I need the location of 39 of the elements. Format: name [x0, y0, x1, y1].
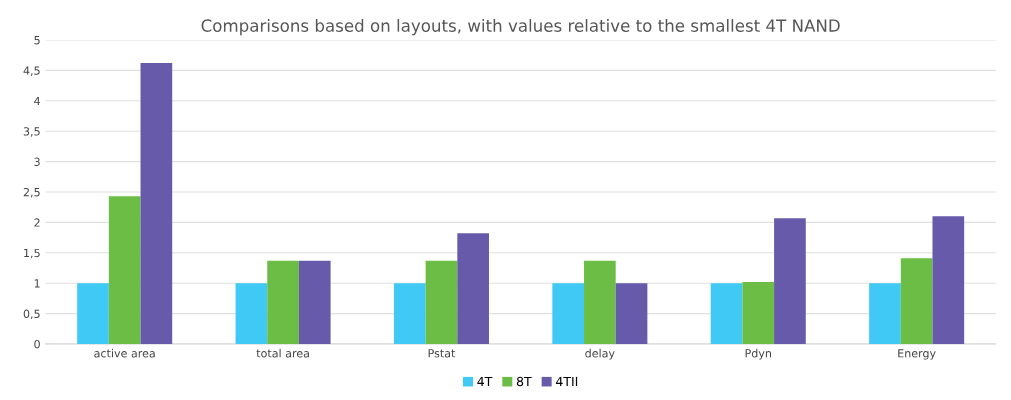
bar [77, 283, 109, 344]
chart-title: Comparisons based on layouts, with values relative to the smallest 4T NAND [201, 19, 840, 36]
y-tick-label: 4 [34, 96, 41, 106]
bar [774, 218, 806, 344]
bar [457, 233, 489, 344]
y-tick-label: 1,5 [24, 248, 40, 259]
y-tick-label: 3 [34, 157, 40, 166]
bar [615, 283, 648, 344]
bar [742, 281, 775, 344]
bar [393, 283, 426, 344]
bar [710, 283, 743, 344]
bar [932, 216, 965, 344]
bar [140, 63, 173, 344]
y-tick-label: 0 [34, 339, 40, 349]
x-tick-label: total area [256, 348, 309, 358]
bar [235, 283, 268, 344]
bar [298, 260, 331, 344]
x-tick-label: active area [94, 348, 155, 358]
y-tick-label: 2 [34, 218, 40, 227]
bar [900, 258, 933, 344]
bar [584, 260, 616, 344]
x-tick-label: Energy [898, 349, 936, 360]
y-tick-label: 2,5 [23, 187, 40, 198]
x-tick-label: delay [585, 348, 615, 360]
legend-label: 4T [477, 376, 493, 387]
legend-label: 8T [516, 376, 532, 387]
bar [869, 283, 901, 344]
y-tick-label: 3,5 [23, 127, 40, 137]
legend-label: 4TII [556, 376, 578, 387]
bar [425, 260, 458, 344]
y-tick-label: 0,5 [23, 309, 40, 320]
bar [267, 260, 299, 344]
x-tick-label: Pstat [428, 349, 456, 358]
bar [108, 196, 141, 344]
x-tick-label: Pdyn [745, 348, 771, 360]
y-tick-label: 5 [34, 36, 40, 45]
y-tick-label: 1 [34, 279, 40, 288]
bar [552, 283, 585, 344]
y-tick-label: 4,5 [23, 66, 40, 76]
